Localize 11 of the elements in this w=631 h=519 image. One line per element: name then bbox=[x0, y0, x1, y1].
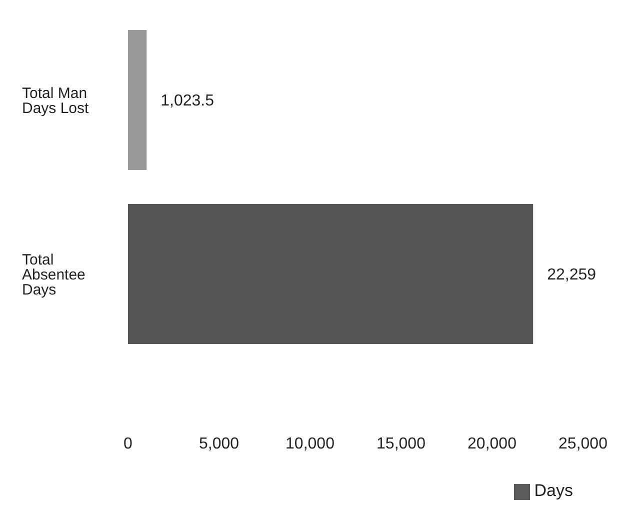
data-label: 1,023.5 bbox=[160, 92, 214, 110]
y-tick-label: Total Absentee Days bbox=[22, 251, 86, 298]
x-tick-label: 5,000 bbox=[198, 435, 240, 452]
x-tick-label: 0 bbox=[124, 435, 133, 452]
y-tick-label: Total Man Days Lost bbox=[22, 84, 90, 117]
data-label: 22,259 bbox=[547, 266, 596, 284]
x-tick-label: 25,000 bbox=[558, 435, 608, 452]
x-tick-label: 15,000 bbox=[376, 435, 426, 452]
x-tick-label: 20,000 bbox=[468, 435, 517, 452]
legend-label: Days bbox=[534, 481, 573, 500]
x-tick-label: 10,000 bbox=[286, 435, 335, 452]
